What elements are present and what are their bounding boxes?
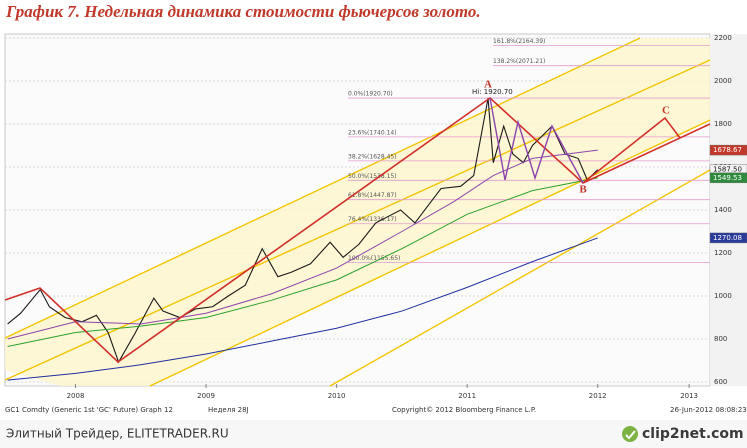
x-tick-label: 2008 [67,392,85,400]
series-layer [7,98,599,381]
fib-label: 61.8%(1447.87) [348,192,397,199]
price-tag [709,172,747,184]
y-tick-label: 2200 [714,34,732,42]
channel-line [329,169,711,387]
x-tick-label: 2009 [197,392,215,400]
channel-lines [4,37,711,387]
logo: clip2net.com [622,426,744,442]
channel-line [149,119,711,387]
y-tick-label: 2000 [714,77,732,85]
y-tick-label: 600 [714,378,727,386]
chart-title: График 7. Недельная динамика стоимости ф… [5,2,481,21]
logo-check [625,430,636,440]
logo-text: clip2net.com [642,426,744,442]
fib-label: 76.4%(1336.17) [348,216,397,223]
channel-line [4,37,641,339]
price-tag-label: 1678.67 [713,146,742,154]
wave-label: B [579,184,587,196]
fib-label: 23.6%(1740.14) [348,129,397,136]
logo-icon [622,426,638,442]
price-tag [709,144,747,156]
price-tag-label: 1587.50 [713,166,742,174]
x-tick-label: 2010 [328,392,346,400]
wave-label: A [484,79,492,91]
y-tick-label: 1400 [714,206,732,214]
price-tag [709,232,747,244]
chart-footer: GC1 Comdty (Generic 1st 'GC' Future) Gra… [5,406,747,414]
wave-label: C [662,105,670,117]
fib-label: 50.0%(1538.15) [348,173,397,180]
fib-label: 100.0%(1155.65) [348,255,400,262]
price-tag-label: 1270.08 [713,234,742,242]
copyright-text: Copyright© 2012 Bloomberg Finance L.P. [392,406,536,414]
high-label: Hi: 1920.70 [472,88,513,96]
fib-label: 161.8%(2164.39) [493,38,545,45]
axes: 6008001000120014001600180020002200200820… [67,34,747,400]
series-line [7,149,598,340]
series-line [7,177,598,348]
x-tick-label: 2012 [589,392,607,400]
axis-area [710,34,747,386]
period-text: Неделя 28J [208,406,249,414]
x-tick-label: 2011 [458,392,476,400]
series-line [7,237,598,381]
channel-fill [5,38,710,386]
y-tick-label: 1200 [714,249,732,257]
fib-label: 38.2%(1628.45) [348,153,397,160]
x-tick-label: 2013 [680,392,698,400]
source-text: GC1 Comdty (Generic 1st 'GC' Future) Gra… [5,406,173,414]
fib-label: 138.2%(2071.21) [493,58,545,65]
date-text: 26-Jun-2012 08:08:23 [670,406,747,414]
channel-line [4,59,711,381]
y-tick-label: 800 [714,335,727,343]
fibonacci-levels: 161.8%(2164.39) 138.2%(2071.21) 0.0%(1920.… [348,38,710,263]
trend-line [582,123,711,184]
watermark-site: Элитный Трейдер, ELITETRADER.RU [6,427,229,441]
y-tick-label: 1800 [714,120,732,128]
y-tick-label: 1000 [714,292,732,300]
fib-label: 0.0%(1920.70) [348,91,393,98]
sub-wave-lines [489,97,584,184]
price-tag-label: 1549.53 [713,174,742,182]
